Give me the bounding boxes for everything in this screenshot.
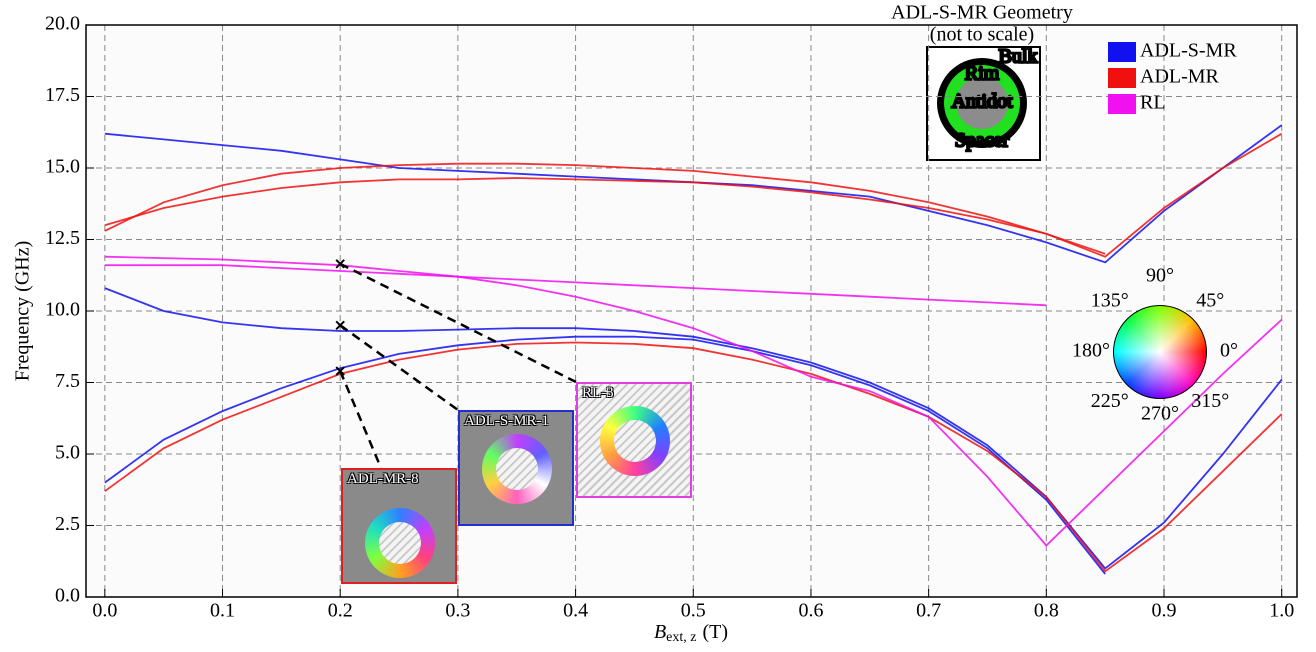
y-tick-label: 20.0 xyxy=(45,13,80,35)
plot-frame xyxy=(85,24,1298,598)
wheel-label: 270° xyxy=(1141,403,1179,425)
mode-line xyxy=(104,341,1283,573)
y-tick-label: 2.5 xyxy=(55,513,80,535)
mode-line xyxy=(104,287,1283,570)
geometry-label: Rim xyxy=(965,63,1000,85)
y-axis-label: Frequency (GHz) xyxy=(12,241,34,382)
mode-hole xyxy=(614,420,656,462)
x-tick-label: 1.0 xyxy=(1269,600,1294,622)
legend-label: RL xyxy=(1140,92,1166,114)
x-axis-subscript: ext, z xyxy=(666,630,696,645)
mode-ring xyxy=(600,406,670,476)
y-tick-label: 7.5 xyxy=(55,370,80,392)
x-axis-symbol: B xyxy=(654,621,666,643)
mode-ring xyxy=(482,434,552,504)
inset-label: ADL-S-MR-1 xyxy=(464,413,549,429)
x-axis-unit: (T) xyxy=(703,621,729,643)
x-tick-label: 0.0 xyxy=(92,600,117,622)
leader-line xyxy=(339,324,459,412)
x-tick-label: 0.9 xyxy=(1152,600,1177,622)
mode-line xyxy=(104,335,1106,575)
geometry-title: ADL-S-MR Geometry xyxy=(891,2,1073,24)
legend-label: ADL-MR xyxy=(1140,66,1220,88)
wheel-label: 180° xyxy=(1072,340,1110,362)
x-tick-label: 0.8 xyxy=(1034,600,1059,622)
y-tick-label: 0.0 xyxy=(55,585,80,607)
mode-line xyxy=(104,162,1106,255)
mode-inset: ADL-MR-8 xyxy=(341,468,457,584)
mode-inset: RL-3 xyxy=(576,382,692,498)
color-wheel xyxy=(1113,305,1207,399)
x-axis-label: Bext, z (T) xyxy=(654,621,728,646)
mode-line xyxy=(104,255,1283,547)
x-tick-label: 0.2 xyxy=(328,600,353,622)
geometry-label: Antidot xyxy=(951,91,1013,113)
mode-hole xyxy=(496,448,538,490)
legend-swatch xyxy=(1108,68,1136,88)
wheel-label: 135° xyxy=(1091,289,1129,311)
y-tick-label: 15.0 xyxy=(45,156,80,178)
wheel-label: 315° xyxy=(1191,390,1229,412)
y-tick-label: 12.5 xyxy=(45,227,80,249)
mode-ring xyxy=(365,508,435,578)
geometry-label: Spacer xyxy=(955,130,1010,152)
legend-swatch xyxy=(1108,42,1136,62)
mode-line xyxy=(104,264,1047,307)
inset-label: RL-3 xyxy=(582,385,614,401)
wheel-label: 0° xyxy=(1220,340,1238,362)
mode-inset: ADL-S-MR-1 xyxy=(458,410,574,526)
legend-swatch xyxy=(1108,94,1136,114)
x-tick-label: 0.5 xyxy=(681,600,706,622)
wheel-label: 225° xyxy=(1091,390,1129,412)
leader-line xyxy=(339,370,383,469)
marker xyxy=(335,366,345,376)
geometry-subtitle: (not to scale) xyxy=(930,24,1034,46)
marker xyxy=(335,320,345,331)
legend-label: ADL-S-MR xyxy=(1140,40,1237,62)
wheel-label: 45° xyxy=(1196,289,1224,311)
mode-line xyxy=(104,132,1283,258)
inset-label: ADL-MR-8 xyxy=(347,471,419,487)
y-tick-label: 17.5 xyxy=(45,84,80,106)
geometry-antidot xyxy=(956,77,1008,129)
x-tick-label: 0.3 xyxy=(445,600,470,622)
x-tick-label: 0.7 xyxy=(916,600,941,622)
marker xyxy=(335,259,345,269)
y-tick-label: 5.0 xyxy=(55,442,80,464)
x-tick-label: 0.4 xyxy=(563,600,588,622)
y-tick-label: 10.0 xyxy=(45,299,80,321)
x-tick-label: 0.1 xyxy=(210,600,235,622)
x-tick-label: 0.6 xyxy=(798,600,823,622)
wheel-label: 90° xyxy=(1146,265,1174,287)
mode-hole xyxy=(379,522,421,564)
geometry-label: Bulk xyxy=(999,46,1038,68)
